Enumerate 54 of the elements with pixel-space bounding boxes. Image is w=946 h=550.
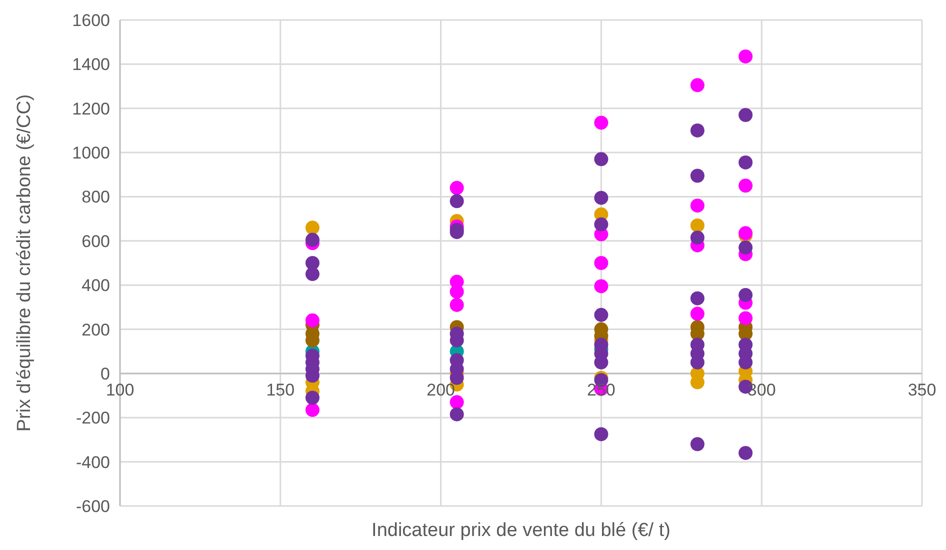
point	[305, 267, 320, 282]
y-tick-label: -600	[76, 497, 110, 516]
y-tick-label: -200	[76, 408, 110, 428]
y-tick-label: 200	[82, 320, 110, 340]
y-axis-title: Prix d'équilibre du crédit carbone (€/CC)	[14, 94, 35, 432]
y-tick-label: 1400	[72, 55, 110, 74]
point	[594, 190, 608, 205]
point	[690, 168, 704, 183]
point	[594, 427, 608, 442]
point	[690, 198, 704, 213]
x-tick-label: 350	[908, 380, 936, 400]
point	[738, 155, 753, 170]
point	[450, 284, 464, 299]
point	[738, 311, 753, 326]
point	[594, 217, 608, 232]
point	[690, 218, 704, 232]
point	[594, 152, 608, 166]
point	[305, 390, 320, 405]
point	[594, 308, 608, 322]
point	[738, 178, 753, 193]
y-tick-label: 600	[82, 232, 110, 251]
point	[690, 123, 704, 138]
point	[690, 437, 704, 452]
point	[594, 256, 608, 270]
point	[690, 230, 704, 245]
point	[450, 180, 464, 195]
y-tick-label: 800	[82, 188, 110, 207]
point	[594, 116, 608, 130]
point	[738, 108, 753, 122]
point	[305, 232, 320, 247]
point	[690, 306, 704, 321]
y-tick-label: -400	[76, 452, 110, 472]
x-tick-label: 150	[266, 380, 295, 400]
point	[738, 288, 753, 302]
point	[305, 402, 320, 417]
x-tick-label: 300	[747, 380, 776, 400]
x-tick-label: 200	[426, 380, 455, 400]
point	[450, 407, 464, 422]
y-tick-label: 1200	[72, 99, 110, 118]
point	[450, 194, 464, 208]
x-axis-title: Indicateur prix de vente du blé (€/ t)	[372, 520, 670, 541]
point	[594, 279, 608, 294]
y-tick-label: 1000	[72, 144, 110, 163]
y-tick-label: 1600	[72, 11, 110, 30]
point	[738, 49, 753, 64]
point	[738, 240, 753, 255]
point	[738, 446, 753, 460]
point	[690, 291, 704, 306]
point	[690, 78, 704, 92]
point	[305, 220, 320, 235]
point	[450, 298, 464, 312]
point	[450, 395, 464, 410]
point	[305, 313, 320, 328]
y-tick-label: 400	[82, 276, 110, 296]
